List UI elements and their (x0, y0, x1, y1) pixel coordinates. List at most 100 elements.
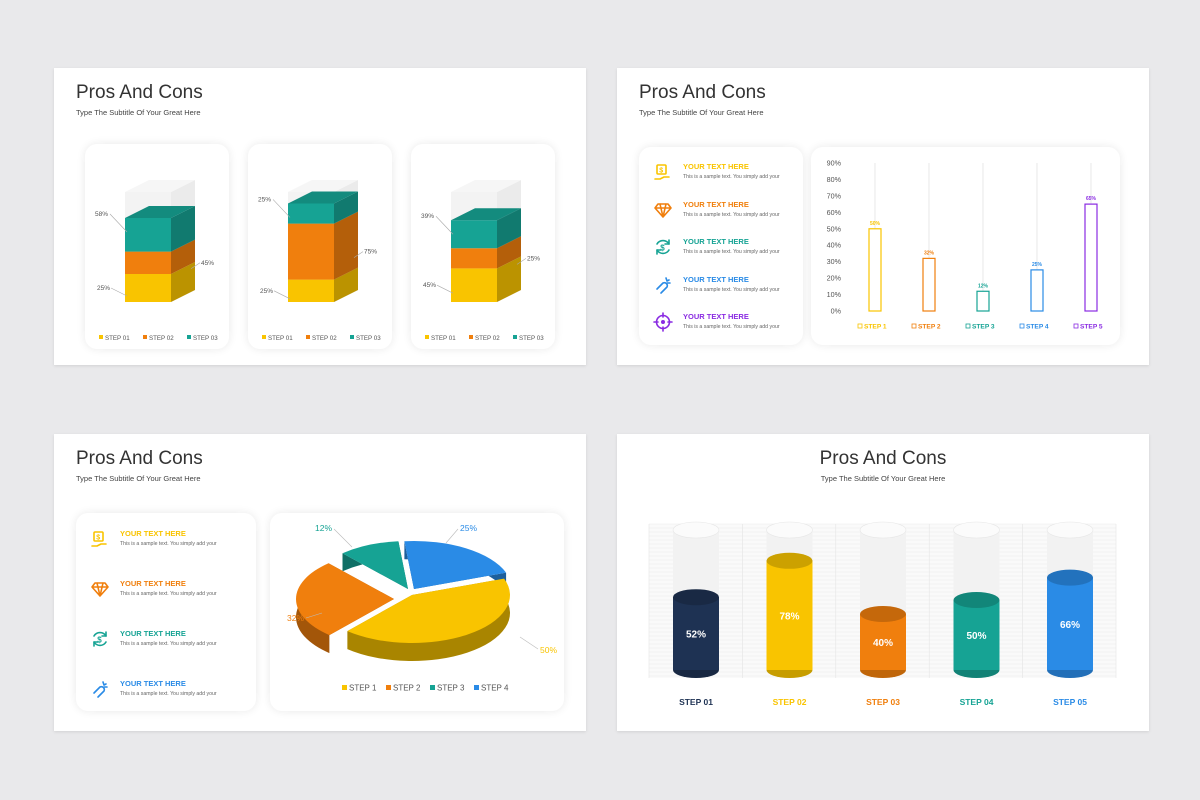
legend-swatch (425, 335, 429, 339)
leader-line (436, 284, 454, 294)
data-label-step-02: 45% (201, 260, 214, 267)
stacked-chart-1: 25% 45% 58% STEP 01 STEP 02 STEP 03 (95, 180, 218, 342)
cylinder-glass-top (766, 521, 813, 539)
segment-step-01-side (334, 267, 358, 302)
legend-swatch (474, 685, 479, 690)
cylinder-fill-top (673, 589, 719, 606)
leader-line (272, 199, 291, 218)
segment-step-02-side (171, 239, 195, 274)
segment-step-01 (288, 279, 334, 302)
dollar-cycle-icon: $ (653, 237, 673, 257)
legend-label: STEP 2 (393, 684, 421, 693)
list-item-heading: YOUR TEXT HERE (683, 312, 749, 321)
legend-label: STEP 3 (437, 684, 465, 693)
cylinder-fill-top (766, 552, 813, 569)
stacked-card-3: 45% 25% 39% STEP 01 STEP 02 STEP 03 (411, 144, 555, 349)
y-tick-label: 60% (827, 208, 842, 217)
pie-chart-card: 50% 32% 12% 25% STEP 1 STEP 2 STEP 3 STEP 4 (270, 513, 564, 711)
segment-step-03 (451, 220, 497, 249)
legend-swatch (342, 685, 347, 690)
list-item-heading: YOUR TEXT HERE (683, 162, 749, 171)
data-label-step-01: 25% (260, 288, 273, 295)
segment-step-03-top (125, 206, 195, 218)
pie-chart: 50% 32% 12% 25% STEP 1 STEP 2 STEP 3 STEP 4 (287, 523, 557, 693)
legend-label-step-03: STEP 03 (519, 335, 544, 342)
data-label-step-03: 39% (421, 213, 434, 220)
bar-step-4 (1030, 269, 1044, 312)
leader-line (516, 258, 527, 265)
list-item: $ YOUR TEXT HERE This is a sample text. Yo… (639, 235, 803, 265)
legend-swatch (469, 335, 473, 339)
cylinder-glass-top (859, 521, 907, 539)
leader-line (333, 528, 353, 548)
segment-step-02-side (334, 211, 358, 280)
list-item-text: This is a sample text. You simply add yo… (120, 691, 217, 697)
glass-top (451, 180, 521, 192)
pie-slice-step-3 (342, 541, 408, 589)
cylinder-value-label: 50% (966, 631, 986, 642)
magnet-icon (653, 275, 673, 295)
cylinder-fill-step-01 (673, 597, 719, 670)
list-item: YOUR TEXT HERE This is a sample text. You… (76, 577, 256, 607)
segment-step-02 (451, 248, 497, 269)
money-hand-icon: $ (653, 162, 673, 182)
segment-step-03-top (451, 208, 521, 221)
list-item: YOUR TEXT HERE This is a sample text. You… (639, 273, 803, 303)
segment-step-03 (125, 218, 171, 252)
slide-title: Pros And Cons (76, 82, 203, 103)
data-label-step-02: 25% (527, 255, 540, 262)
data-label-step-03: 58% (95, 211, 108, 218)
list-item-text: This is a sample text. You simply add yo… (120, 591, 217, 597)
pie-slice-step-2 (296, 563, 394, 636)
cylinder-fill-step-04 (953, 600, 1000, 670)
leader-line (305, 612, 323, 619)
leader-line (273, 290, 291, 300)
y-tick-label: 20% (827, 274, 842, 283)
slide-stacked-columns: Pros And Cons Type The Subtitle Of Your … (54, 68, 586, 365)
list-item: $ YOUR TEXT HERE This is a sample text. Yo… (639, 160, 803, 190)
glass-top (288, 180, 358, 192)
y-tick-label: 50% (827, 224, 842, 233)
leader-line (353, 251, 364, 258)
bar-value-label: 32% (924, 250, 935, 256)
list-item-text: This is a sample text. You simply add yo… (683, 174, 780, 180)
category-label: STEP 02 (773, 697, 807, 707)
segment-step-02 (288, 223, 334, 280)
cylinder-value-label: 40% (873, 638, 893, 649)
legend-swatch (857, 323, 863, 329)
magnet-icon (90, 679, 110, 699)
segment-step-03-top (288, 191, 358, 204)
list-item-text: This is a sample text. You simply add yo… (120, 641, 217, 647)
slide-pie: Pros And Cons Type The Subtitle Of Your … (54, 434, 586, 731)
info-list-card: $ YOUR TEXT HERE This is a sample text. Yo… (639, 147, 803, 345)
y-tick-label: 10% (827, 290, 842, 299)
cylinder-value-label: 52% (686, 630, 706, 641)
stacked-card-2: 25% 75% 25% STEP 01 STEP 02 STEP 03 (248, 144, 392, 349)
slide-subtitle: Type The Subtitle Of Your Great Here (820, 474, 946, 483)
diamond-icon (90, 579, 110, 599)
data-label-step-01: 45% (423, 282, 436, 289)
data-label-step-02: 75% (364, 249, 377, 256)
category-label: STEP 01 (679, 697, 713, 707)
legend-swatch (1019, 323, 1025, 329)
legend-label-step-03: STEP 03 (356, 335, 381, 342)
data-label-step-01: 25% (97, 285, 110, 292)
legend-swatch (430, 685, 435, 690)
bar-value-label: 12% (978, 283, 989, 289)
svg-text:$: $ (96, 535, 100, 542)
legend-label-step-02: STEP 02 (312, 335, 337, 342)
segment-step-01-side (497, 256, 521, 302)
segment-step-03-side (497, 208, 521, 249)
y-tick-label: 80% (827, 175, 842, 184)
bar-value-label: 25% (1032, 262, 1043, 268)
cylinder-glass-top (1046, 521, 1094, 539)
leader-line (110, 287, 128, 297)
legend-swatch (262, 335, 266, 339)
list-item-heading: YOUR TEXT HERE (120, 579, 186, 588)
diamond-icon (653, 200, 673, 220)
list-item-text: This is a sample text. You simply add yo… (120, 541, 217, 547)
list-item: $ YOUR TEXT HERE This is a sample text. Yo… (76, 627, 256, 657)
slide-subtitle: Type The Subtitle Of Your Great Here (76, 108, 201, 117)
target-icon (653, 312, 673, 332)
y-tick-label: 70% (827, 191, 842, 200)
